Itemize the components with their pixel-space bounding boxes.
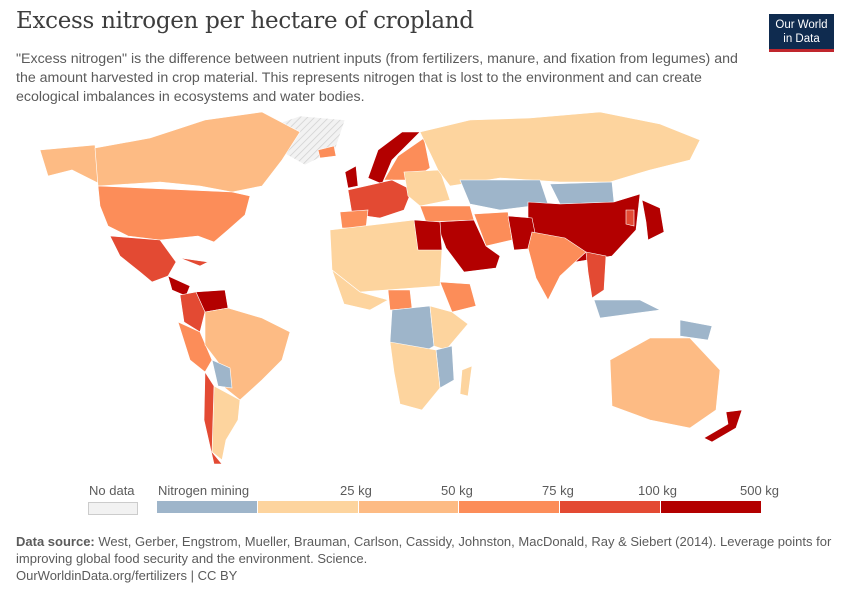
country-madagascar[interactable] [459, 365, 473, 397]
owid-logo[interactable]: Our World in Data [769, 14, 834, 52]
country-middle-east[interactable] [435, 219, 501, 273]
data-source: Data source: West, Gerber, Engstrom, Mue… [16, 533, 836, 567]
legend-bin-75-100[interactable] [560, 501, 661, 513]
country-mongolia[interactable] [549, 181, 615, 205]
country-korea[interactable] [625, 209, 635, 227]
page-title: Excess nitrogen per hectare of cropland [16, 8, 474, 34]
country-bolivia[interactable] [211, 359, 233, 389]
legend-label-50: 50 kg [441, 483, 473, 498]
country-chile[interactable] [203, 371, 223, 465]
legend: No data Nitrogen mining 25 kg 50 kg 75 k… [0, 478, 850, 518]
country-russia[interactable] [419, 111, 701, 187]
legend-no-data-label: No data [89, 483, 135, 498]
country-southern-africa[interactable] [389, 341, 441, 411]
subtitle: "Excess nitrogen" is the difference betw… [16, 51, 738, 105]
country-west-africa[interactable] [331, 269, 389, 311]
source-text: West, Gerber, Engstrom, Mueller, Brauman… [16, 534, 832, 566]
country-peru[interactable] [177, 321, 213, 373]
country-iceland[interactable] [317, 145, 337, 159]
country-central-america[interactable] [167, 275, 191, 297]
logo-line2: in Data [783, 33, 820, 45]
country-kazakhstan[interactable] [459, 179, 549, 211]
country-canada[interactable] [94, 111, 301, 193]
country-ethiopia[interactable] [439, 281, 477, 313]
country-new-zealand[interactable] [703, 409, 743, 443]
country-egypt[interactable] [413, 219, 443, 251]
country-japan[interactable] [641, 199, 665, 241]
country-usa[interactable] [97, 185, 251, 243]
legend-bin-mining[interactable] [157, 501, 258, 513]
legend-label-75: 75 kg [542, 483, 574, 498]
country-nigeria[interactable] [387, 289, 413, 311]
country-turkey[interactable] [419, 205, 475, 223]
country-iberia[interactable] [339, 209, 369, 229]
legend-no-data-swatch [88, 502, 138, 515]
logo-line1: Our World [775, 19, 828, 31]
country-cuba[interactable] [179, 257, 209, 267]
country-argentina[interactable] [211, 385, 241, 461]
country-mexico[interactable] [109, 235, 177, 283]
country-east-africa[interactable] [429, 305, 469, 351]
country-se-asia[interactable] [585, 251, 607, 299]
legend-bin-50-75[interactable] [459, 501, 561, 513]
country-eastern-europe[interactable] [403, 169, 451, 207]
legend-label-100: 100 kg [638, 483, 678, 498]
country-indonesia[interactable] [593, 299, 662, 319]
legend-bin-25-50[interactable] [358, 501, 460, 513]
country-india[interactable] [527, 231, 587, 301]
country-papua[interactable] [679, 319, 713, 341]
country-australia[interactable] [609, 337, 721, 429]
source-url[interactable]: OurWorldinData.org/fertilizers | CC BY [16, 568, 238, 583]
country-uk[interactable] [344, 165, 359, 189]
legend-label-500: 500 kg [740, 483, 780, 498]
world-map [39, 111, 743, 465]
legend-bin-0-25[interactable] [257, 501, 359, 513]
legend-label-25: 25 kg [340, 483, 372, 498]
country-alaska[interactable] [39, 144, 99, 184]
source-label: Data source: [16, 534, 95, 549]
country-colombia[interactable] [179, 291, 206, 333]
legend-label-mining: Nitrogen mining [158, 483, 250, 498]
legend-bin-100-500[interactable] [661, 501, 762, 513]
